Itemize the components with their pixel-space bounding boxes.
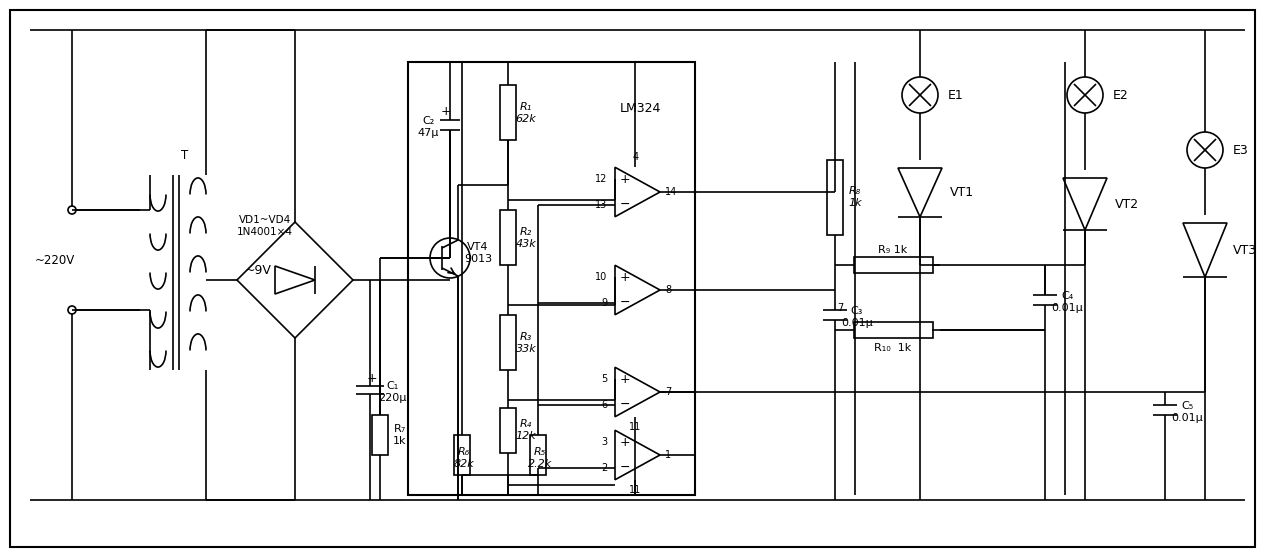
Text: VD1~VD4: VD1~VD4: [239, 215, 291, 225]
Polygon shape: [1183, 223, 1227, 277]
Text: R₈
1k: R₈ 1k: [849, 186, 861, 208]
Text: VT1: VT1: [950, 185, 974, 198]
Text: VT4
9013: VT4 9013: [464, 242, 492, 264]
Text: 5: 5: [601, 374, 607, 384]
Text: +: +: [620, 373, 630, 386]
Text: R₁
62k: R₁ 62k: [516, 102, 536, 124]
Text: E2: E2: [1113, 89, 1128, 101]
Text: 9: 9: [601, 297, 607, 307]
Text: +: +: [440, 105, 452, 118]
Polygon shape: [615, 430, 660, 480]
Text: +: +: [367, 372, 377, 384]
Bar: [500, 210, 516, 265]
Text: ~220V: ~220V: [35, 253, 75, 266]
Text: 1N4001×4: 1N4001×4: [237, 227, 293, 237]
Text: 10: 10: [595, 272, 607, 282]
Text: E1: E1: [947, 89, 964, 101]
Text: 14: 14: [665, 187, 677, 197]
Circle shape: [430, 238, 471, 278]
Polygon shape: [898, 168, 942, 217]
Text: 7: 7: [665, 387, 672, 397]
Text: R₄
12k: R₄ 12k: [516, 419, 536, 441]
Text: −: −: [620, 398, 630, 411]
Text: 2: 2: [601, 463, 607, 472]
Text: R₂
43k: R₂ 43k: [516, 227, 536, 249]
Text: E3: E3: [1233, 144, 1249, 157]
Text: C₅
0.01μ: C₅ 0.01μ: [1171, 401, 1203, 423]
Text: R₉ 1k: R₉ 1k: [878, 245, 907, 255]
Circle shape: [1066, 77, 1103, 113]
Bar: [372, 415, 388, 455]
Bar: [827, 160, 842, 235]
Bar: [854, 257, 932, 273]
Text: 1: 1: [665, 450, 672, 460]
Text: R₃
33k: R₃ 33k: [516, 332, 536, 354]
Bar: [454, 435, 471, 475]
Text: +: +: [620, 436, 630, 449]
Text: +: +: [620, 271, 630, 284]
Circle shape: [902, 77, 939, 113]
Text: −: −: [620, 296, 630, 309]
Text: T: T: [181, 149, 188, 162]
Polygon shape: [615, 167, 660, 217]
Text: R₅
2.2k: R₅ 2.2k: [528, 447, 552, 469]
Text: 8: 8: [665, 285, 672, 295]
Text: 13: 13: [595, 199, 607, 209]
Text: +: +: [620, 173, 630, 186]
Bar: [500, 85, 516, 140]
Text: VT2: VT2: [1114, 198, 1138, 211]
Text: 4: 4: [632, 152, 639, 162]
Text: 11: 11: [629, 422, 641, 432]
Text: R₆
82k: R₆ 82k: [454, 447, 474, 469]
Text: C₃
0.01μ: C₃ 0.01μ: [841, 306, 873, 328]
Text: 3: 3: [601, 437, 607, 447]
Polygon shape: [615, 265, 660, 315]
Text: C₄
0.01μ: C₄ 0.01μ: [1051, 291, 1083, 313]
Bar: [500, 315, 516, 370]
Bar: [409, 62, 694, 495]
Text: 12: 12: [595, 174, 607, 184]
Polygon shape: [615, 367, 660, 417]
Text: 6: 6: [601, 399, 607, 409]
Text: LM324: LM324: [620, 101, 660, 115]
Text: −: −: [620, 461, 630, 474]
Text: 7: 7: [837, 303, 844, 313]
Text: R₁₀  1k: R₁₀ 1k: [874, 343, 911, 353]
Text: R₇
1k: R₇ 1k: [393, 424, 407, 446]
Circle shape: [1187, 132, 1223, 168]
Bar: [530, 435, 546, 475]
Bar: [500, 408, 516, 453]
Text: 11: 11: [629, 485, 641, 495]
Text: VT3: VT3: [1233, 243, 1257, 257]
Polygon shape: [1063, 178, 1107, 230]
Text: C₁
220μ: C₁ 220μ: [378, 381, 406, 403]
Text: −: −: [620, 198, 630, 211]
Bar: [854, 322, 932, 338]
Text: ~9V: ~9V: [244, 263, 272, 276]
Text: C₂
47μ: C₂ 47μ: [417, 116, 439, 138]
